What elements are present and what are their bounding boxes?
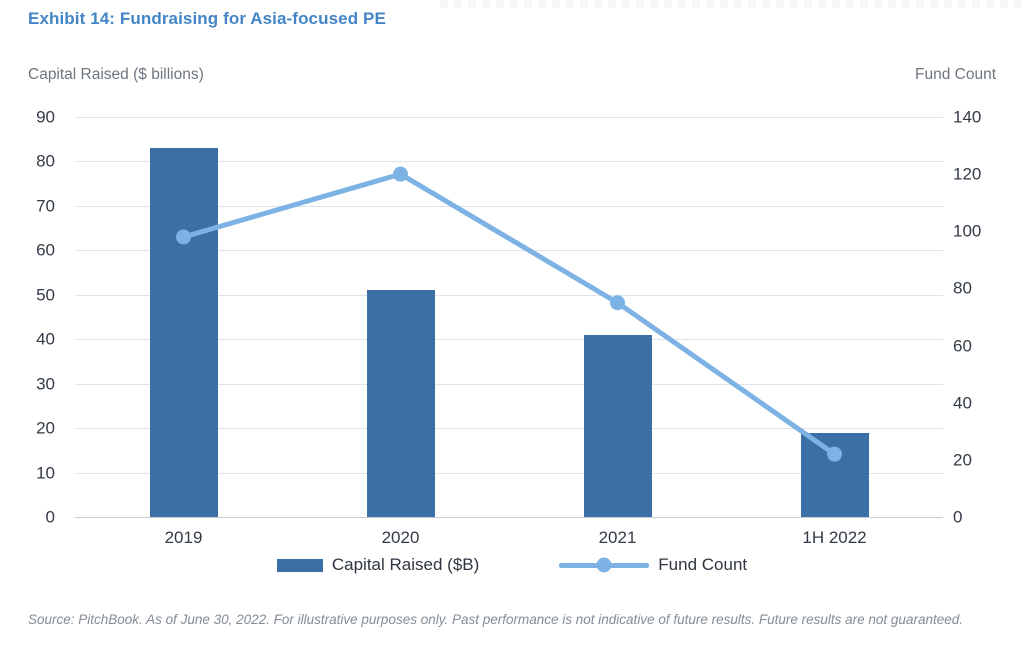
- fund-count-point: [176, 229, 191, 245]
- fund-count-line-layer: [176, 166, 842, 462]
- x-axis-category-labels: 2019 2020 2021 1H 2022: [75, 528, 943, 550]
- left-axis-tick: 20: [36, 418, 55, 438]
- left-axis-tick: 40: [36, 329, 55, 349]
- right-axis-tick: 80: [953, 278, 972, 298]
- legend-label: Fund Count: [658, 555, 748, 574]
- left-axis-tick: 50: [36, 285, 55, 305]
- plot-area: [75, 117, 943, 518]
- source-note: Source: PitchBook. As of June 30, 2022. …: [28, 612, 963, 627]
- right-axis-tick: 40: [953, 393, 972, 413]
- gridline: [75, 117, 943, 118]
- x-axis-label: 2019: [164, 528, 203, 547]
- fund-count-point: [393, 166, 408, 182]
- fund-count-point: [610, 295, 625, 311]
- right-axis-tick: 0: [953, 507, 963, 527]
- gridline: [75, 472, 943, 474]
- left-axis-title: Capital Raised ($ billions): [28, 66, 204, 83]
- gridline: [75, 383, 943, 385]
- right-axis-tick-labels: 0 20 40 60 80 100 120 140: [953, 109, 1013, 526]
- line-marker-icon: [596, 557, 612, 573]
- right-axis-tick: 140: [953, 107, 982, 127]
- gridline: [75, 205, 943, 207]
- x-axis-label: 2021: [598, 528, 637, 547]
- gridline: [75, 294, 943, 296]
- right-axis-tick: 120: [953, 164, 982, 184]
- left-axis-tick: 80: [36, 151, 55, 171]
- capital-raised-bar: [583, 334, 652, 517]
- legend-label: Capital Raised ($B): [331, 555, 480, 574]
- right-axis-tick: 100: [953, 221, 982, 241]
- left-axis-tick: 10: [36, 463, 55, 483]
- exhibit-title: Exhibit 14: Fundraising for Asia-focused…: [28, 9, 386, 28]
- x-axis-label: 2020: [381, 528, 420, 547]
- gridline: [75, 428, 943, 430]
- gridline: [75, 339, 943, 341]
- gridline: [75, 161, 943, 163]
- gridline: [75, 250, 943, 252]
- left-axis-tick: 30: [36, 374, 55, 394]
- right-axis-tick: 20: [953, 450, 972, 470]
- capital-raised-bar: [149, 148, 218, 517]
- gridline: [75, 517, 943, 518]
- capital-raised-bar: [366, 290, 435, 517]
- left-axis-tick: 90: [36, 107, 55, 127]
- left-axis-tick: 60: [36, 240, 55, 260]
- right-axis-tick: 60: [953, 336, 972, 356]
- bar-swatch-icon: [276, 558, 323, 572]
- left-axis-tick: 0: [45, 507, 55, 527]
- left-axis-tick: 70: [36, 196, 55, 216]
- fund-count-line: [181, 171, 837, 457]
- line-swatch-icon: [559, 557, 650, 573]
- decorative-stripe-pattern: [440, 0, 1024, 8]
- capital-raised-bar: [800, 432, 869, 517]
- legend-entry-capital-raised: Capital Raised ($B): [276, 555, 480, 575]
- legend-entry-fund-count: Fund Count: [559, 555, 747, 575]
- right-axis-title: Fund Count: [915, 66, 996, 83]
- chart-legend: Capital Raised ($B) Fund Count: [0, 555, 1024, 575]
- fund-count-point: [827, 446, 842, 462]
- left-axis-tick-labels: 0 10 20 30 40 50 60 70 80 90: [0, 109, 55, 526]
- x-axis-label: 1H 2022: [802, 528, 867, 547]
